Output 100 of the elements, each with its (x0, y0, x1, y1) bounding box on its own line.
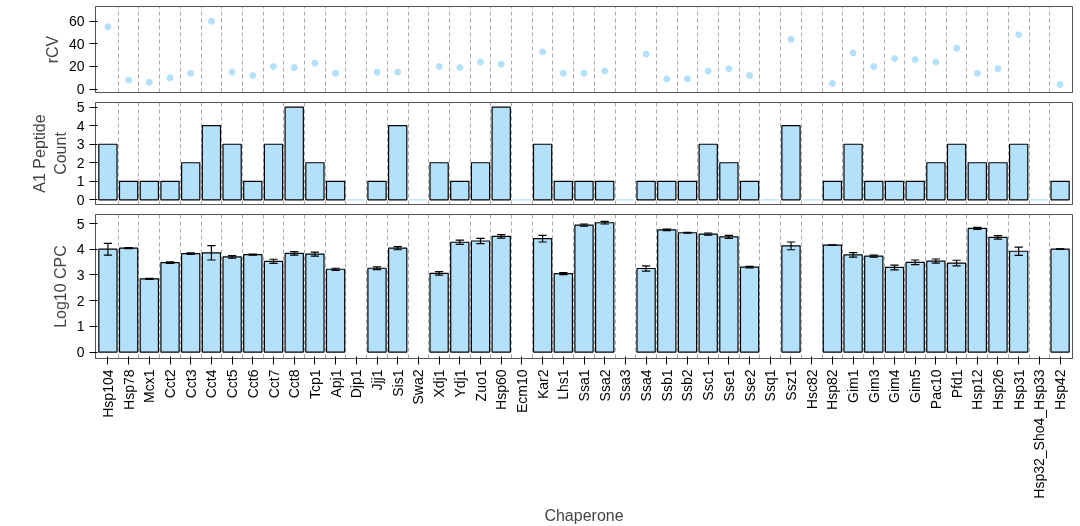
y-axis-title: A1 Peptide Count (31, 114, 69, 193)
x-tick-label: Hsp78 (120, 369, 137, 410)
y-tick-label: 0 (76, 344, 85, 361)
x-tick-label: Gim5 (907, 369, 924, 403)
point (290, 64, 298, 72)
point (746, 72, 754, 80)
x-tick-label: Sse1 (720, 369, 737, 402)
x-tick-label: Cct6 (244, 369, 261, 399)
point (104, 23, 112, 31)
y-tick-label: 2 (76, 292, 85, 309)
point (249, 72, 257, 80)
point (684, 75, 691, 83)
x-tick-label: Ssa2 (596, 369, 613, 402)
x-tick-label: Ssa4 (638, 369, 655, 402)
point (125, 76, 133, 84)
x-tick-label: Ecm10 (513, 369, 530, 414)
point (828, 79, 836, 87)
point (477, 58, 484, 66)
y-tick-label: 5 (76, 99, 85, 116)
point (207, 17, 215, 25)
x-tick-label: Djp1 (348, 369, 365, 399)
x-tick-label: Gim4 (886, 369, 903, 403)
x-tick-label: Hsp42 (1052, 369, 1069, 410)
x-tick-label: Cct2 (162, 369, 179, 399)
y-tick-label: 5 (76, 215, 85, 232)
x-tick-label: Hsp31 (1010, 369, 1027, 410)
x-tick-label: Sis1 (389, 369, 406, 397)
x-tick-label: Xdj1 (431, 369, 448, 398)
point (1056, 81, 1064, 89)
x-tick-label: Jjj1 (369, 369, 386, 391)
point (601, 67, 609, 75)
x-tick-label: Zuo1 (472, 369, 489, 402)
point (973, 69, 981, 77)
bar (532, 238, 553, 353)
x-tick-label: Pac10 (927, 369, 944, 410)
x-tick-label: Cct5 (224, 369, 241, 399)
y-tick-label: 1 (76, 173, 85, 190)
x-tick-label: Ssc1 (700, 369, 717, 401)
y-tick-label: 0 (76, 191, 85, 208)
y-tick-label: 0 (76, 81, 85, 98)
y-tick-label: 4 (76, 117, 85, 134)
x-tick-label: Hsp26 (989, 369, 1006, 410)
point (559, 69, 567, 77)
x-tick-label: Gim3 (865, 369, 882, 403)
x-tick-label: Cct7 (265, 369, 282, 399)
x-tick-label: Pfd1 (948, 369, 965, 399)
x-tick-label: Hsp60 (493, 369, 510, 410)
x-tick-label: Hsp104 (99, 369, 116, 418)
x-tick-label: Ssa3 (617, 369, 634, 402)
y-tick-label: 2 (76, 154, 85, 171)
point (456, 64, 464, 72)
point (228, 68, 236, 76)
bar (1050, 180, 1070, 201)
x-tick-label: Ssa1 (576, 369, 592, 402)
x-tick-label: Gim1 (845, 369, 862, 403)
point (166, 74, 174, 82)
point (435, 62, 443, 70)
point (890, 55, 898, 63)
x-tick-label: Mcx1 (141, 369, 158, 403)
x-tick-label: Ssb2 (679, 369, 696, 402)
x-tick-label: Ssb1 (658, 369, 675, 402)
x-tick-label: Ssz1 (782, 369, 799, 401)
x-tick-label: Hsc82 (803, 369, 820, 410)
y-tick-label: 1 (76, 318, 85, 335)
point (580, 69, 588, 77)
point (787, 35, 795, 43)
bar (781, 245, 801, 353)
point (311, 59, 319, 67)
point (187, 69, 195, 77)
point (539, 48, 547, 56)
point (932, 58, 940, 66)
y-tick-label: 20 (68, 58, 85, 75)
y-tick-label: 3 (76, 136, 85, 153)
x-tick-label: Cct8 (286, 369, 303, 399)
point (870, 62, 878, 70)
x-tick-label: Ssq1 (762, 369, 779, 402)
bar (1050, 248, 1070, 353)
x-tick-label: Hsp32_Sho4_Hsp33 (1031, 369, 1048, 499)
point (725, 65, 733, 73)
y-tick-label: 60 (68, 13, 85, 30)
point (145, 78, 153, 86)
point (911, 56, 919, 64)
x-axis-title: Chaperone (544, 506, 624, 524)
y-axis-title: rCV (43, 35, 61, 64)
point (332, 69, 340, 77)
point (373, 68, 381, 76)
x-tick-label: Swa2 (410, 369, 427, 405)
x-tick-label: Hsp12 (969, 369, 986, 410)
point (704, 67, 712, 75)
x-tick-label: Lhs1 (555, 369, 572, 400)
x-tick-label: Tcp1 (306, 369, 323, 400)
point (953, 44, 961, 52)
x-tick-label: Cct4 (203, 369, 220, 399)
point (994, 65, 1002, 73)
point (663, 75, 671, 83)
x-tick-label: Kar2 (534, 369, 551, 400)
point (642, 50, 650, 58)
x-tick-label: Sse2 (741, 369, 758, 402)
point (497, 60, 505, 68)
point (1015, 31, 1023, 39)
